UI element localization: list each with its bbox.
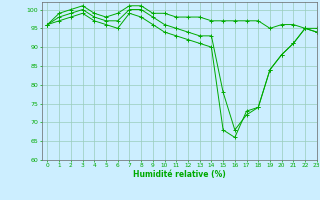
X-axis label: Humidité relative (%): Humidité relative (%) xyxy=(133,170,226,179)
